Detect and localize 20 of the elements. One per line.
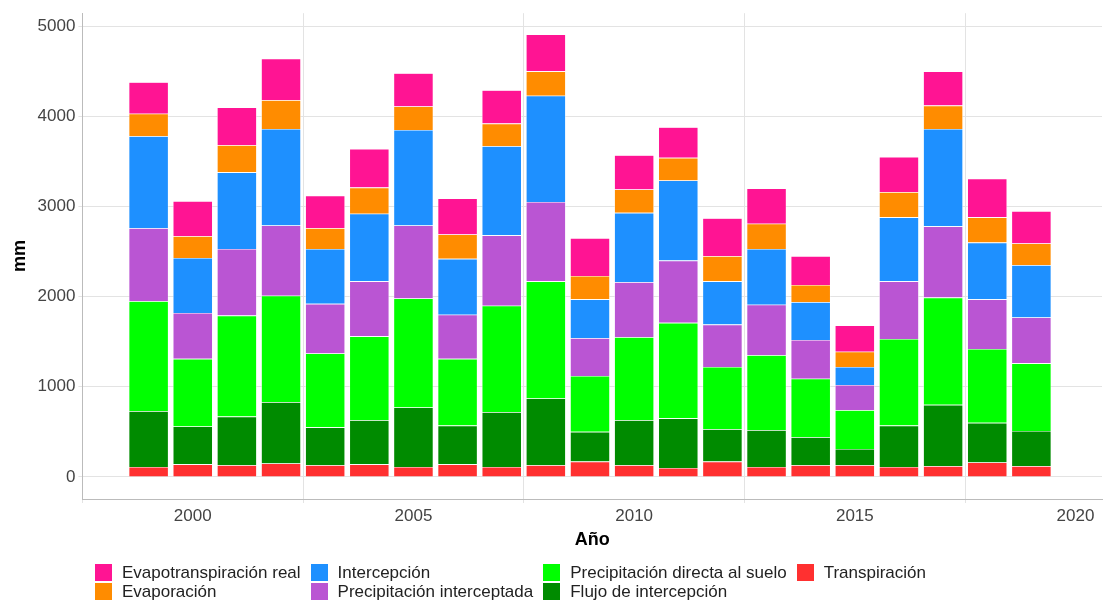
y-tick-label: 2000: [37, 286, 76, 306]
x-tick-label: 2020: [1056, 505, 1095, 525]
x-tick-label: 2005: [394, 505, 433, 525]
legend-label: Evaporación: [122, 581, 217, 602]
x-tick-label: 2015: [835, 505, 874, 525]
y-tick-label: 4000: [37, 106, 76, 126]
legend-label: Precipitación directa al suelo: [570, 562, 787, 583]
y-tick-label: 0: [65, 466, 76, 486]
x-axis-title: Año: [574, 529, 610, 550]
legend-label: Precipitación interceptada: [337, 581, 534, 602]
y-tick-label: 5000: [37, 15, 76, 35]
legend-label: Evapotranspiración real: [122, 562, 301, 583]
y-tick-label: 1000: [37, 376, 76, 396]
y-tick-label: 3000: [37, 196, 76, 216]
legend-label: Transpiración: [823, 562, 926, 583]
x-tick-label: 2000: [173, 505, 212, 525]
x-tick-label: 2010: [615, 505, 654, 525]
legend-label: Intercepción: [337, 562, 431, 583]
y-axis-title: mm: [8, 240, 29, 273]
legend-label: Flujo de intercepción: [570, 581, 728, 602]
